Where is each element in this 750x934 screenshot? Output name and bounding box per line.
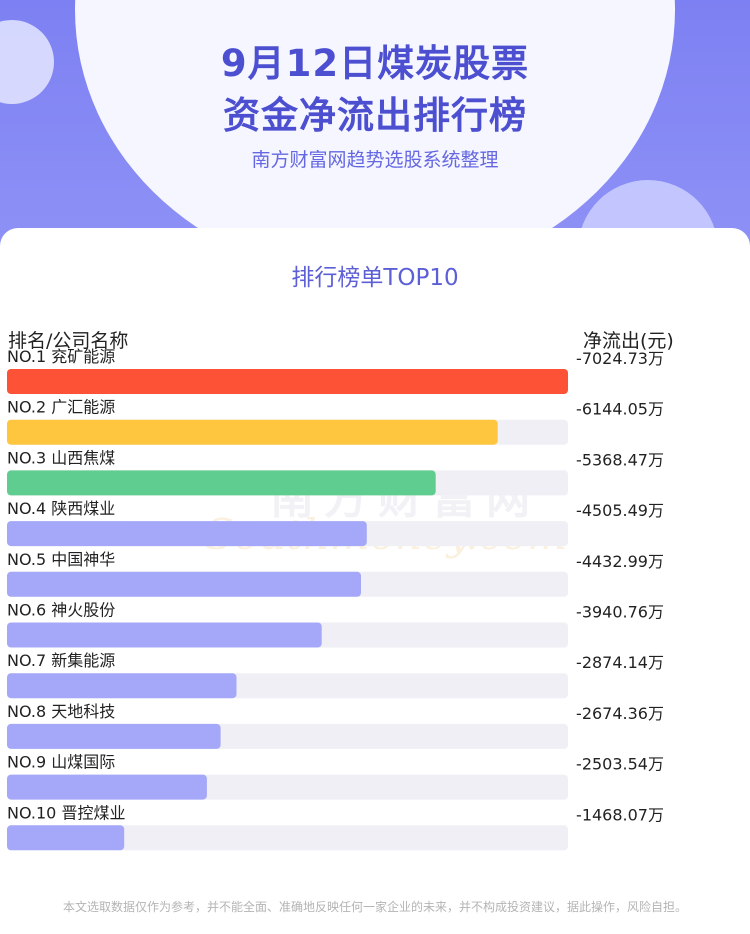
outflow-bar [7, 673, 237, 699]
footer-disclaimer: 本文选取数据仅作为参考，并不能全面、准确地反映任何一家企业的未来，并不构成投资建… [62, 900, 687, 914]
row-value-label: -6144.05万 [576, 400, 664, 419]
ranking-card-title: 排行榜单TOP10 [291, 265, 459, 291]
row-value-label: -5368.47万 [576, 450, 664, 469]
row-value-label: -1468.07万 [576, 805, 664, 824]
column-header-outflow: 净流出(元) [583, 330, 674, 352]
row-value-label: -2674.36万 [576, 704, 664, 723]
column-header-company: 排名/公司名称 [8, 330, 129, 352]
bar-track [7, 825, 568, 851]
page-title-line1: 9月12日煤炭股票 [220, 42, 530, 85]
outflow-bar [7, 419, 498, 445]
outflow-bar [7, 723, 221, 749]
row-value-label: -4505.49万 [576, 501, 664, 520]
row-label: NO.5 中国神华 [7, 550, 115, 569]
row-label: NO.8 天地科技 [7, 702, 115, 721]
row-label: NO.4 陕西煤业 [7, 499, 115, 518]
row-label: NO.3 山西焦煤 [7, 448, 115, 467]
row-value-label: -4432.99万 [576, 552, 664, 571]
page-title-line2: 资金净流出排行榜 [223, 94, 527, 137]
outflow-bar [7, 622, 322, 648]
row-value-label: -3940.76万 [576, 603, 664, 622]
row-label: NO.1 兖矿能源 [7, 347, 115, 366]
row-value-label: -7024.73万 [576, 349, 664, 368]
row-value-label: -2503.54万 [576, 755, 664, 774]
row-value-label: -2874.14万 [576, 653, 664, 672]
row-label: NO.10 晋控煤业 [7, 803, 125, 822]
outflow-bar [7, 521, 367, 547]
outflow-bar [7, 369, 568, 394]
page-subtitle: 南方财富网趋势选股系统整理 [251, 149, 499, 171]
row-label: NO.7 新集能源 [7, 651, 115, 670]
outflow-bar [7, 774, 207, 800]
row-label: NO.9 山煤国际 [7, 753, 115, 772]
outflow-bar [7, 825, 125, 851]
header-banner [0, 0, 750, 270]
outflow-bar [7, 470, 436, 496]
row-label: NO.2 广汇能源 [7, 398, 115, 417]
outflow-bar [7, 571, 361, 597]
row-label: NO.6 神火股份 [7, 601, 115, 620]
